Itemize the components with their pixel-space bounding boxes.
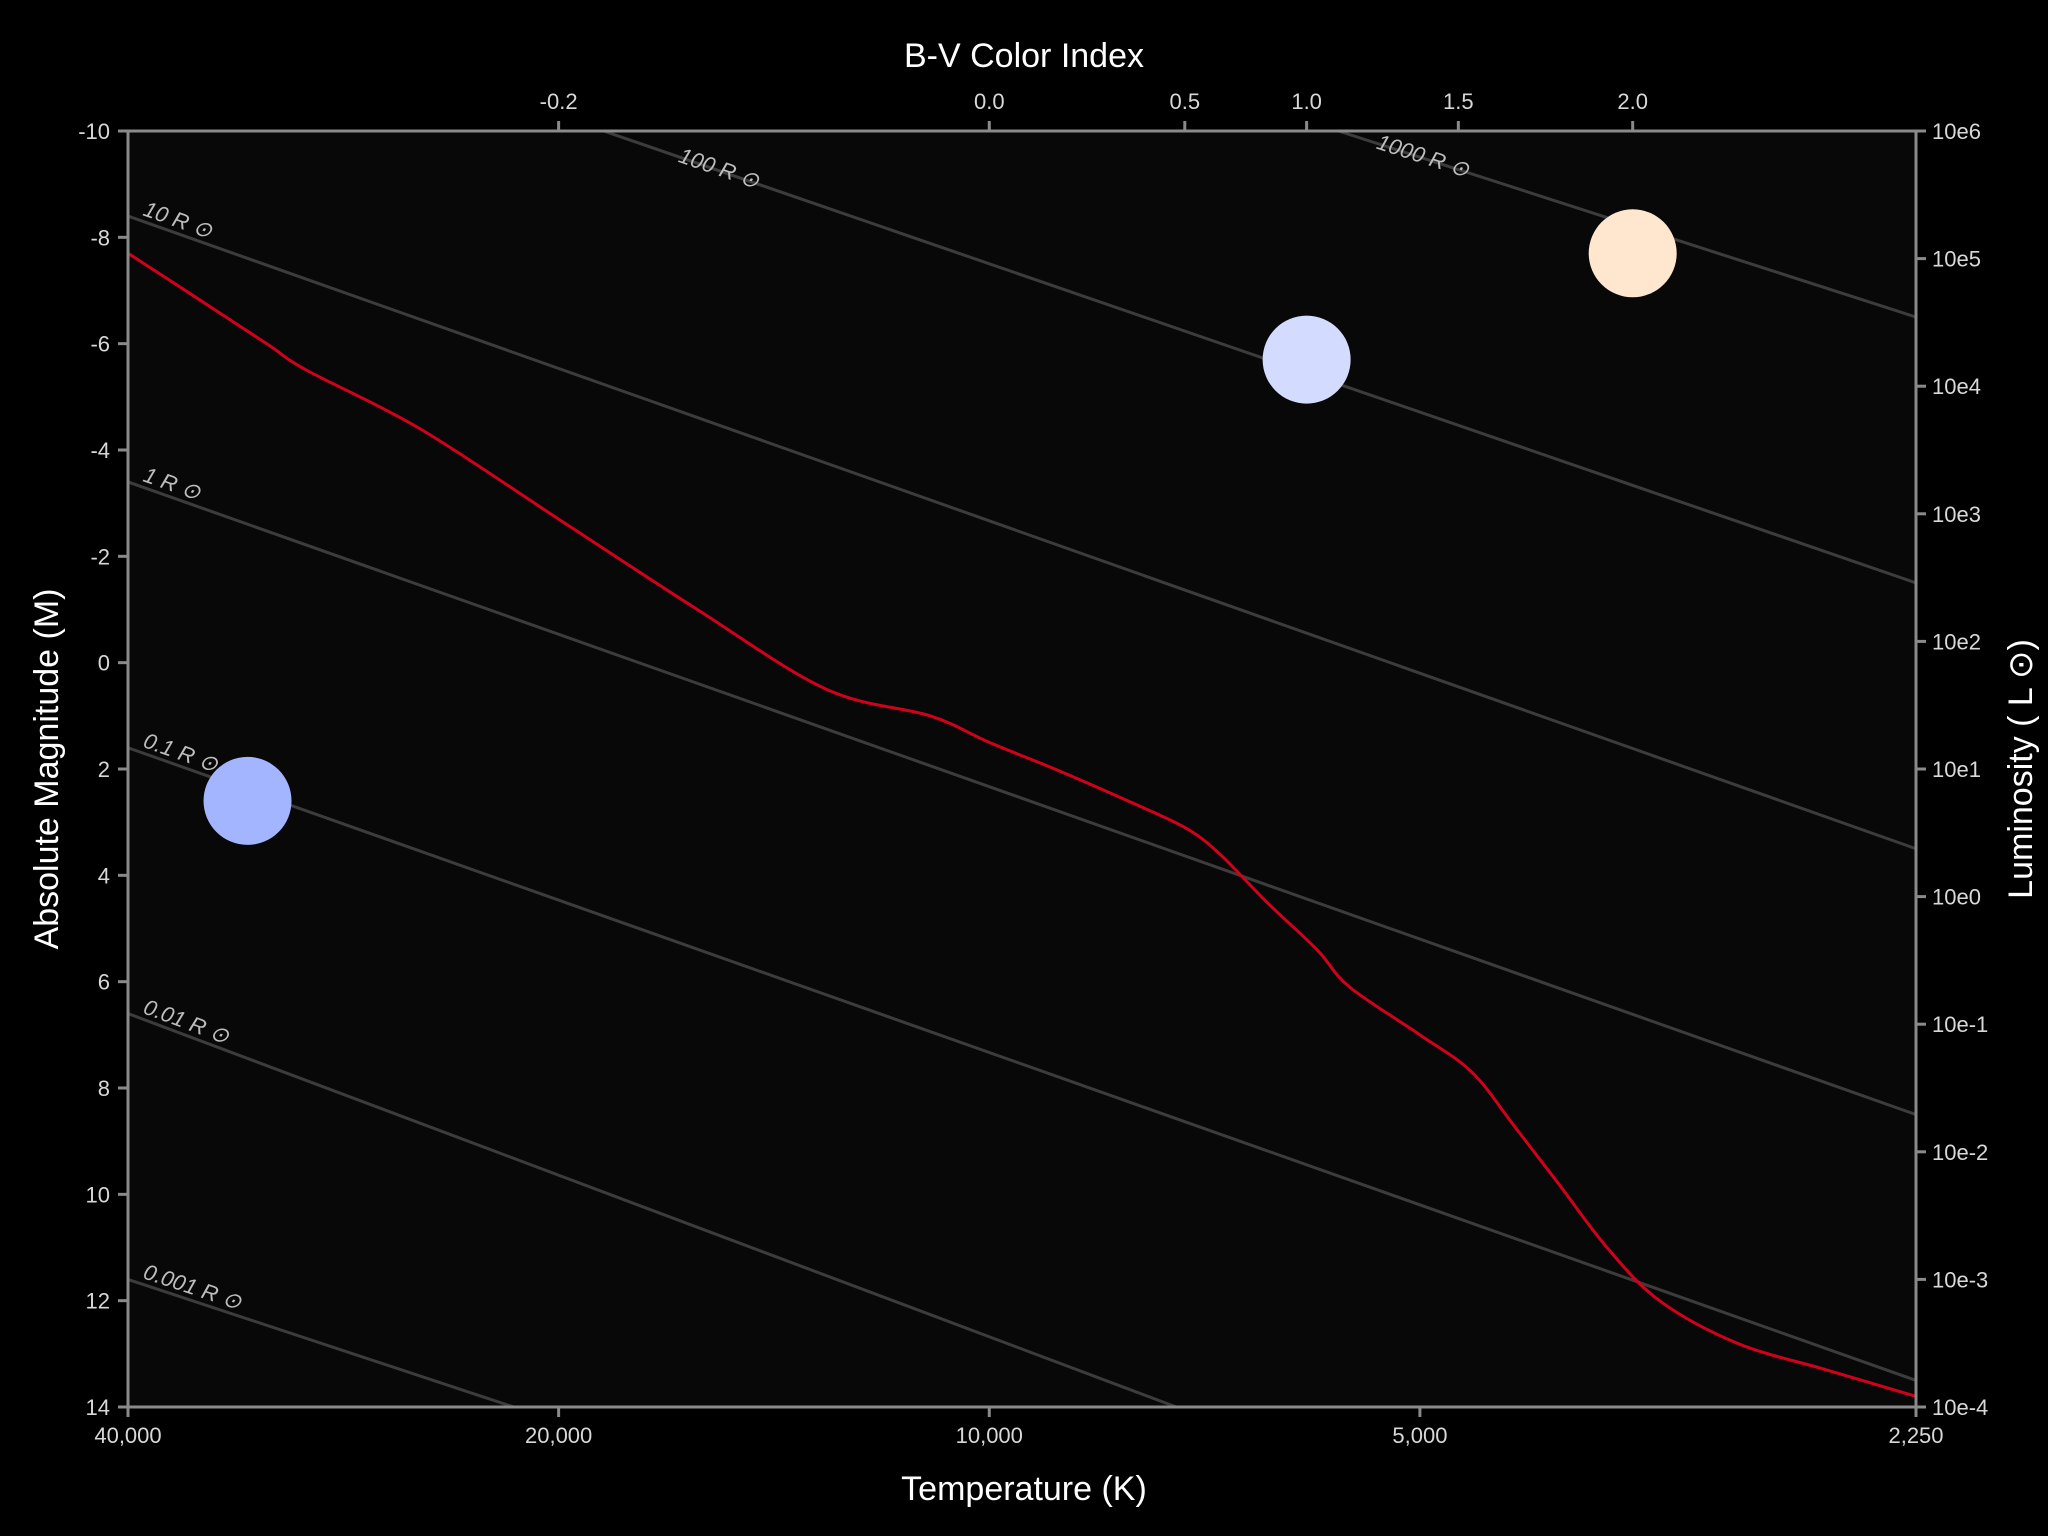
x-bottom-tick-label: 2,250 [1888,1423,1943,1448]
y-right-tick-label: 10e6 [1932,119,1981,144]
y-right-tick-label: 10e4 [1932,374,1981,399]
radius-line [603,129,1917,585]
y-axis-left-title: Absolute Magnitude (M) [28,589,66,950]
x-bottom-tick-label: 40,000 [94,1423,161,1448]
y-left-tick-label: -8 [90,225,110,250]
y-left-tick-label: 10 [86,1182,110,1207]
x-top-tick-label: 0.0 [974,89,1005,114]
x-top-tick-label: 1.0 [1291,89,1322,114]
ticks: -10 -8 -6 -4 -2 0 2 4 6 8 10 12 14 10e6 10e5 10e4 10e3 10… [78,89,1988,1448]
y-left-tick-label: 14 [86,1395,110,1420]
x-axis-bottom-title: Temperature (K) [901,1470,1147,1508]
y-axis-right-title: Luminosity ( L ⊙) [2002,639,2040,899]
y-right-tick-label: 10e5 [1932,247,1981,272]
y-left-tick-label: 12 [86,1289,110,1314]
radius-line [127,480,1917,1116]
y-left-tick-label: 2 [98,757,110,782]
y-right-tick-label: 10e1 [1932,757,1981,782]
y-left-tick-label: 0 [98,651,110,676]
y-right-tick-label: 10e-2 [1932,1140,1988,1165]
x-top-tick-label: 1.5 [1443,89,1474,114]
y-left-tick-label: -10 [78,119,110,144]
x-bottom-tick-label: 5,000 [1392,1423,1447,1448]
radius-line [127,214,1917,851]
radius-line [127,1012,1177,1409]
y-right-tick-label: 10e0 [1932,885,1981,910]
y-right-tick-label: 10e-4 [1932,1395,1988,1420]
x-top-tick-label: 0.5 [1169,89,1200,114]
radius-line [127,746,1917,1382]
y-right-tick-label: 10e-1 [1932,1012,1988,1037]
plot-background [128,131,1916,1407]
y-right-tick-label: 10e3 [1932,502,1981,527]
star-marker [1262,315,1351,404]
x-axis-top-title: B-V Color Index [904,37,1144,75]
stars [203,209,1677,845]
star-marker [203,756,292,845]
y-left-tick-label: -4 [90,438,110,463]
radius-line [127,1277,515,1409]
main-sequence-curve [127,252,1917,1398]
y-left-tick-label: -6 [90,332,110,357]
y-right-tick-label: 10e2 [1932,629,1981,654]
y-left-tick-label: -2 [90,544,110,569]
y-left-tick-label: 8 [98,1076,110,1101]
y-right-tick-label: 10e-3 [1932,1267,1988,1292]
x-top-tick-label: -0.2 [540,89,578,114]
y-left-tick-label: 4 [98,863,110,888]
x-bottom-tick-label: 10,000 [956,1423,1023,1448]
y-left-tick-label: 6 [98,970,110,995]
x-top-tick-label: 2.0 [1617,89,1648,114]
x-bottom-tick-label: 20,000 [525,1423,592,1448]
star-marker [1588,209,1677,298]
